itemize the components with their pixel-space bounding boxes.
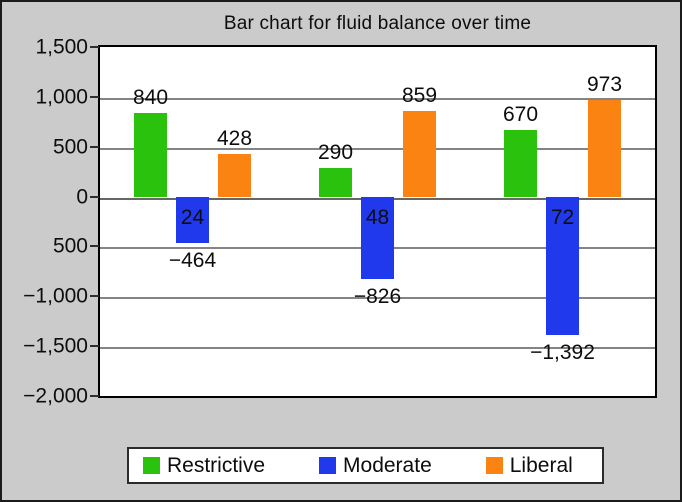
legend-label: Liberal [509,454,573,477]
legend-swatch-restrictive [143,457,160,474]
value-label: 840 [132,85,169,109]
legend-label: Restrictive [167,454,266,477]
value-label: 973 [586,72,623,96]
legend-entry-restrictive: Restrictive [143,455,265,476]
gridline [100,147,655,150]
y-tick-mark [90,345,99,348]
y-tick-mark [90,295,99,298]
legend-entry-moderate: Moderate [319,455,432,476]
gridline [100,297,655,300]
bar-restrictive-72 [504,129,537,197]
value-label: 670 [502,102,539,126]
x-category-label: 72 [550,205,575,229]
bar-restrictive-48 [319,167,352,197]
y-tick-label: 0 [76,185,88,209]
legend-label: Moderate [343,454,432,477]
bar-liberal-48 [403,110,436,197]
bar-moderate-72 [546,196,579,336]
y-tick-label: −1,500 [23,334,88,358]
y-tick-label: −2,000 [23,384,88,408]
bar-moderate-48 [361,196,394,279]
y-tick-label: 500 [52,234,88,258]
bar-liberal-72 [588,99,621,197]
bar-liberal-24 [218,153,251,197]
value-label: −464 [168,248,217,272]
y-tick-mark [90,46,99,48]
value-label: 428 [216,126,253,150]
y-tick-label: 500 [52,135,88,159]
y-tick-mark [90,395,99,397]
legend-swatch-moderate [319,457,337,474]
value-label: −1,392 [530,341,595,365]
value-label: −826 [353,284,402,308]
value-label: 290 [317,140,354,164]
y-tick-mark [90,245,99,248]
bar-moderate-24 [176,196,209,243]
x-category-label: 48 [365,205,390,229]
bar-restrictive-24 [134,112,167,197]
legend-swatch-liberal [485,457,503,474]
y-tick-label: −1,000 [23,284,88,308]
y-tick-mark [90,195,99,198]
legend: Restrictive Moderate Liberal [127,447,604,484]
y-tick-label: 1,000 [35,85,88,109]
legend-entry-liberal: Liberal [485,454,573,477]
chart-title: Bar chart for fluid balance over time [223,13,532,34]
y-tick-mark [90,95,99,98]
value-label: 859 [401,83,438,107]
x-category-label: 24 [180,205,205,229]
gridline [100,347,655,350]
gridline [100,97,655,100]
y-tick-label: 1,500 [35,35,88,59]
y-tick-mark [90,145,99,148]
